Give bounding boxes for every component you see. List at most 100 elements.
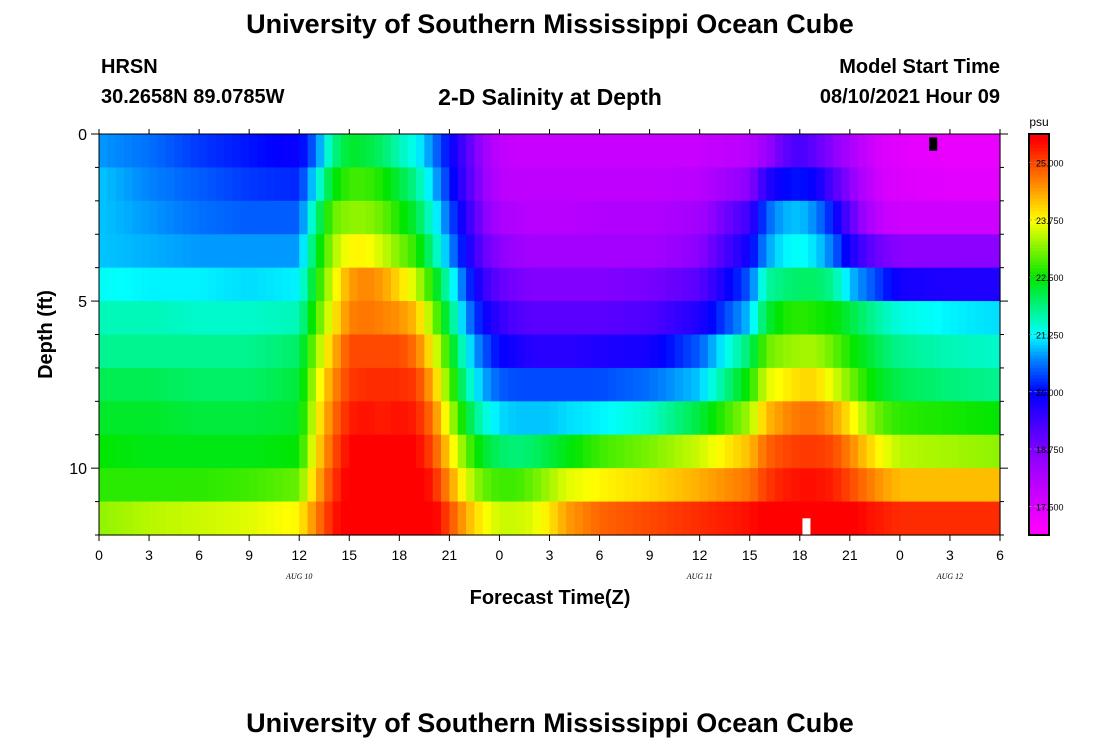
heatmap-cell [182,301,192,336]
heatmap-cell [799,334,809,369]
heatmap-cell [582,468,592,503]
heatmap-cell [399,200,409,235]
heatmap-cell [149,468,158,503]
heatmap-cell [174,234,184,269]
heatmap-cell [432,501,442,536]
heatmap-cell [457,401,467,436]
heatmap-cell [340,167,350,202]
colorbar-tick-label: 21.250 [1036,331,1064,341]
heatmap-cell [883,134,893,169]
colorbar-segment [1029,294,1049,299]
heatmap-cell [549,134,559,169]
heatmap-cell [674,134,684,169]
heatmap-cell [632,367,642,402]
heatmap-cell [816,134,826,169]
heatmap-cell [174,334,184,369]
heatmap-cell [741,501,751,536]
colorbar-segment [1029,271,1049,275]
heatmap-cell [424,367,434,402]
heatmap-cell [824,134,834,169]
heatmap-cell [257,167,267,202]
heatmap-cell [958,234,968,269]
heatmap-cell [833,301,843,336]
colorbar-segment [1029,260,1049,265]
heatmap-cell [833,267,843,302]
heatmap-cell [124,401,133,436]
heatmap-cell [199,234,209,269]
heatmap-cell [657,167,667,202]
heatmap-cell [599,234,609,269]
heatmap-cell [883,234,893,269]
heatmap-cell [474,301,484,336]
heatmap-cell [624,401,634,436]
heatmap-cell [891,468,901,503]
heatmap-cell [758,200,767,235]
heatmap-cell [390,301,400,336]
heatmap-cell [549,401,559,436]
heatmap-cell [899,501,909,536]
colorbar-segment [1029,461,1049,466]
heatmap-cell [624,501,634,536]
colorbar-segment [1029,474,1049,479]
heatmap-cell [357,367,367,402]
heatmap-cell [858,367,868,402]
heatmap-cell [641,167,651,202]
heatmap-cell [182,367,192,402]
heatmap-cell [524,267,534,302]
heatmap-cell [574,434,584,469]
heatmap-cell [733,501,742,536]
heatmap-cell [232,167,242,202]
heatmap-cell [958,367,968,402]
heatmap-cell [507,167,517,202]
heatmap-cell [557,468,567,503]
heatmap-cell [824,301,834,336]
heatmap-cell [849,468,859,503]
heatmap-cell [874,234,884,269]
heatmap-cell [432,234,442,269]
heatmap-cell [507,468,517,503]
heatmap-cell [641,501,651,536]
heatmap-cell [708,401,717,436]
heatmap-cell [682,267,692,302]
heatmap-cell [816,301,826,336]
heatmap-cell [532,334,542,369]
heatmap-cell [182,401,192,436]
heatmap-cell [374,234,384,269]
heatmap-cell [808,200,818,235]
heatmap-cell [616,501,626,536]
heatmap-cell [324,501,334,536]
heatmap-cell [866,267,876,302]
colorbar-tick-label: 17.500 [1036,502,1064,512]
colorbar-segment [1029,498,1049,503]
heatmap-cell [758,301,767,336]
heatmap-cell [591,434,601,469]
heatmap-cell [374,501,384,536]
y-tick-label: 5 [78,294,87,311]
heatmap-cell [891,367,901,402]
heatmap-cell [991,434,1001,469]
heatmap-cell [324,367,334,402]
heatmap-cell [115,134,125,169]
heatmap-cell [958,134,968,169]
heatmap-cell [649,334,659,369]
heatmap-cell [833,501,843,536]
heatmap-cell [165,167,175,202]
heatmap-cell [783,301,793,336]
heatmap-cell [457,468,467,503]
colorbar-segment [1029,234,1049,239]
heatmap-cell [933,301,943,336]
heatmap-cell [140,434,150,469]
heatmap-cell [349,468,359,503]
heatmap-cell [149,267,158,302]
heatmap-cell [874,367,884,402]
heatmap-cell [382,468,392,503]
heatmap-cell [949,267,959,302]
colorbar-segment [1029,157,1049,162]
heatmap-cell [599,468,609,503]
heatmap-cell [407,401,417,436]
heatmap-cell [457,301,467,336]
heatmap-cell [541,501,551,536]
heatmap-cell [240,234,250,269]
heatmap-cell [574,501,584,536]
heatmap-cell [157,468,167,503]
